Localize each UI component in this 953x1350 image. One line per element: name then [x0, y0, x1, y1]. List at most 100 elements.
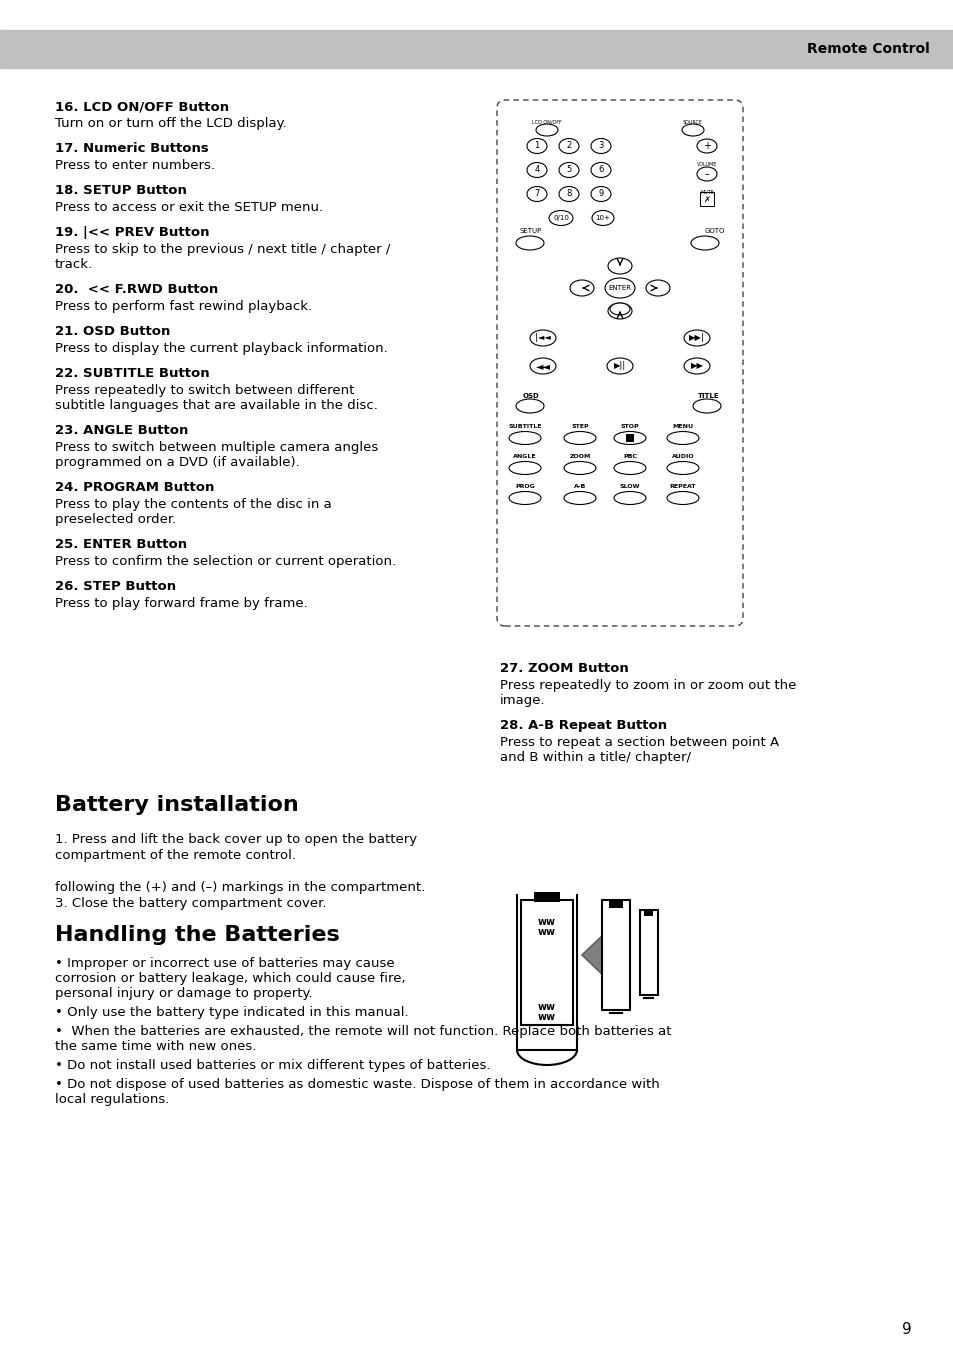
Text: 18. SETUP Button: 18. SETUP Button	[55, 184, 187, 197]
Text: PBC: PBC	[622, 454, 637, 459]
Text: local regulations.: local regulations.	[55, 1094, 170, 1106]
Text: VOLUME: VOLUME	[696, 162, 717, 166]
Text: 1. Press and lift the back cover up to open the battery: 1. Press and lift the back cover up to o…	[55, 833, 416, 846]
Text: Turn on or turn off the LCD display.: Turn on or turn off the LCD display.	[55, 117, 287, 130]
Ellipse shape	[614, 462, 645, 474]
Text: following the (+) and (–) markings in the compartment.: following the (+) and (–) markings in th…	[55, 882, 425, 894]
Text: LCD ON/OFF: LCD ON/OFF	[532, 120, 561, 126]
Ellipse shape	[526, 162, 546, 177]
Text: Press to switch between multiple camera angles: Press to switch between multiple camera …	[55, 441, 377, 454]
Ellipse shape	[516, 236, 543, 250]
Bar	[608, 900, 622, 909]
Text: ww: ww	[537, 1002, 556, 1012]
Ellipse shape	[526, 139, 546, 154]
Text: 4: 4	[534, 166, 539, 174]
Text: • Do not install used batteries or mix different types of batteries.: • Do not install used batteries or mix d…	[55, 1058, 490, 1072]
Text: –: –	[704, 169, 709, 180]
Text: • Improper or incorrect use of batteries may cause: • Improper or incorrect use of batteries…	[55, 957, 395, 971]
Text: and B within a title/ chapter/: and B within a title/ chapter/	[499, 751, 690, 764]
Text: 10+: 10+	[595, 215, 610, 221]
Bar	[700, 192, 713, 207]
Text: A-B: A-B	[573, 483, 585, 489]
Text: ▶▶|: ▶▶|	[688, 333, 704, 343]
Text: •  When the batteries are exhausted, the remote will not function. Replace both : • When the batteries are exhausted, the …	[55, 1025, 671, 1038]
Bar	[0, 30, 953, 68]
Ellipse shape	[607, 302, 631, 319]
Ellipse shape	[614, 432, 645, 444]
Text: ▶||: ▶||	[613, 362, 625, 370]
Text: STOP: STOP	[620, 424, 639, 428]
Text: the same time with new ones.: the same time with new ones.	[55, 1040, 256, 1053]
Text: 27. ZOOM Button: 27. ZOOM Button	[499, 662, 628, 675]
Text: Press to skip to the previous / next title / chapter /: Press to skip to the previous / next tit…	[55, 243, 390, 256]
Text: personal injury or damage to property.: personal injury or damage to property.	[55, 987, 313, 1000]
Text: 3. Close the battery compartment cover.: 3. Close the battery compartment cover.	[55, 896, 326, 910]
Text: STEP: STEP	[571, 424, 588, 428]
Ellipse shape	[558, 162, 578, 177]
Text: 24. PROGRAM Button: 24. PROGRAM Button	[55, 481, 214, 494]
Text: • Only use the battery type indicated in this manual.: • Only use the battery type indicated in…	[55, 1006, 408, 1019]
Text: AUDIO: AUDIO	[671, 454, 694, 459]
Ellipse shape	[590, 162, 610, 177]
Text: 8: 8	[566, 189, 571, 198]
Ellipse shape	[614, 491, 645, 505]
FancyBboxPatch shape	[497, 100, 742, 626]
Bar	[520, 900, 573, 1025]
Ellipse shape	[509, 491, 540, 505]
Text: corrosion or battery leakage, which could cause fire,: corrosion or battery leakage, which coul…	[55, 972, 405, 986]
Ellipse shape	[526, 186, 546, 201]
Text: ENTER: ENTER	[608, 285, 631, 292]
Ellipse shape	[530, 329, 556, 346]
Ellipse shape	[683, 358, 709, 374]
Ellipse shape	[509, 432, 540, 444]
Text: compartment of the remote control.: compartment of the remote control.	[55, 849, 295, 863]
Text: Press to repeat a section between point A: Press to repeat a section between point …	[499, 736, 779, 749]
Text: track.: track.	[55, 258, 93, 271]
Text: preselected order.: preselected order.	[55, 513, 176, 526]
Text: 20.  << F.RWD Button: 20. << F.RWD Button	[55, 284, 218, 296]
Ellipse shape	[666, 491, 699, 505]
Ellipse shape	[681, 124, 703, 136]
Bar	[639, 910, 658, 995]
Ellipse shape	[690, 236, 719, 250]
Text: 3: 3	[598, 142, 603, 150]
Text: +: +	[702, 140, 710, 151]
Ellipse shape	[563, 462, 596, 474]
Text: ▶▶: ▶▶	[690, 362, 702, 370]
Ellipse shape	[509, 462, 540, 474]
Ellipse shape	[666, 432, 699, 444]
Text: 5: 5	[566, 166, 571, 174]
Ellipse shape	[516, 400, 543, 413]
Text: subtitle languages that are available in the disc.: subtitle languages that are available in…	[55, 400, 377, 412]
Text: Press to perform fast rewind playback.: Press to perform fast rewind playback.	[55, 300, 312, 313]
Ellipse shape	[558, 139, 578, 154]
Ellipse shape	[592, 211, 614, 225]
Text: Press to play forward frame by frame.: Press to play forward frame by frame.	[55, 597, 308, 610]
Text: 6: 6	[598, 166, 603, 174]
Text: ZOOM: ZOOM	[569, 454, 590, 459]
Ellipse shape	[697, 167, 717, 181]
Text: 22. SUBTITLE Button: 22. SUBTITLE Button	[55, 367, 210, 379]
Text: |◄◄: |◄◄	[535, 333, 551, 343]
Text: • Do not dispose of used batteries as domestic waste. Dispose of them in accorda: • Do not dispose of used batteries as do…	[55, 1079, 659, 1091]
Ellipse shape	[590, 186, 610, 201]
Bar	[625, 433, 634, 441]
Text: Press repeatedly to switch between different: Press repeatedly to switch between diffe…	[55, 383, 354, 397]
Ellipse shape	[536, 124, 558, 136]
Text: Press to play the contents of the disc in a: Press to play the contents of the disc i…	[55, 498, 332, 512]
Text: 9: 9	[902, 1323, 911, 1338]
Text: Press repeatedly to zoom in or zoom out the: Press repeatedly to zoom in or zoom out …	[499, 679, 796, 693]
Text: 16. LCD ON/OFF Button: 16. LCD ON/OFF Button	[55, 100, 229, 113]
Ellipse shape	[569, 279, 594, 296]
Text: SLOW: SLOW	[619, 483, 639, 489]
Text: ww: ww	[537, 917, 556, 927]
Text: SETUP: SETUP	[519, 228, 541, 234]
Text: 0/10: 0/10	[553, 215, 568, 221]
Ellipse shape	[590, 139, 610, 154]
Text: Press to access or exit the SETUP menu.: Press to access or exit the SETUP menu.	[55, 201, 323, 215]
Text: 9: 9	[598, 189, 603, 198]
Text: ✗: ✗	[702, 194, 710, 204]
Text: MUTE: MUTE	[700, 189, 713, 194]
Text: 17. Numeric Buttons: 17. Numeric Buttons	[55, 142, 209, 155]
Ellipse shape	[530, 358, 556, 374]
